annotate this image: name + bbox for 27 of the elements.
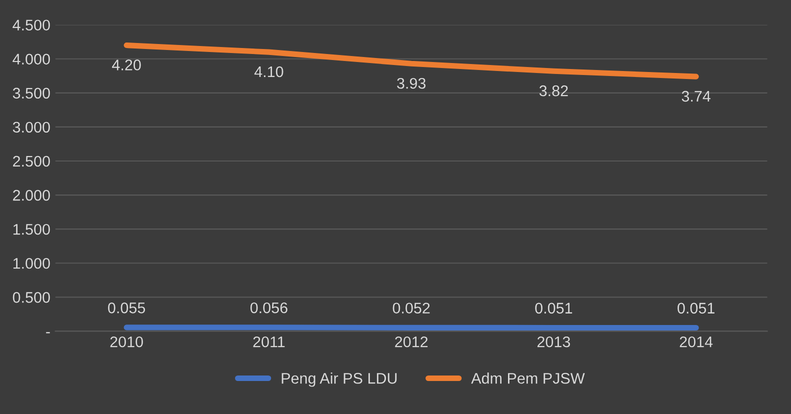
x-tick-label: 2010 xyxy=(110,336,143,348)
y-tick-label: 2.500 xyxy=(13,156,50,167)
y-tick-label: 0.500 xyxy=(12,292,50,303)
data-label: 0.052 xyxy=(392,302,430,314)
data-label: 4.20 xyxy=(112,60,141,70)
x-tick-label: 2011 xyxy=(253,336,285,348)
data-label: 0.051 xyxy=(678,302,714,314)
legend-label: Peng Air PS LDU xyxy=(282,372,397,387)
y-tick-label: 2.000 xyxy=(13,190,50,201)
y-tick-label: 3.000 xyxy=(12,122,50,133)
y-tick-label: 1.500 xyxy=(13,224,50,235)
data-label: 0.051 xyxy=(535,302,572,314)
y-tick-label: 3.500 xyxy=(12,88,50,99)
y-tick-label: 4.500 xyxy=(12,20,50,31)
data-label: 3.74 xyxy=(682,90,710,102)
data-label: 0.056 xyxy=(250,302,288,314)
y-tick-label: 1.000 xyxy=(13,258,50,269)
y-tick-label: 4.000 xyxy=(12,54,50,65)
data-label: 4.10 xyxy=(254,66,284,78)
x-tick-label: 2014 xyxy=(680,336,713,348)
y-tick-label: - xyxy=(46,332,50,334)
data-label: 0.055 xyxy=(108,302,146,314)
x-tick-label: 2013 xyxy=(537,336,570,348)
legend-label: Adm Pem PJSW xyxy=(471,372,585,384)
x-tick-label: 2012 xyxy=(395,336,428,348)
data-label: 3.82 xyxy=(539,85,568,96)
data-label: 3.93 xyxy=(397,78,426,89)
